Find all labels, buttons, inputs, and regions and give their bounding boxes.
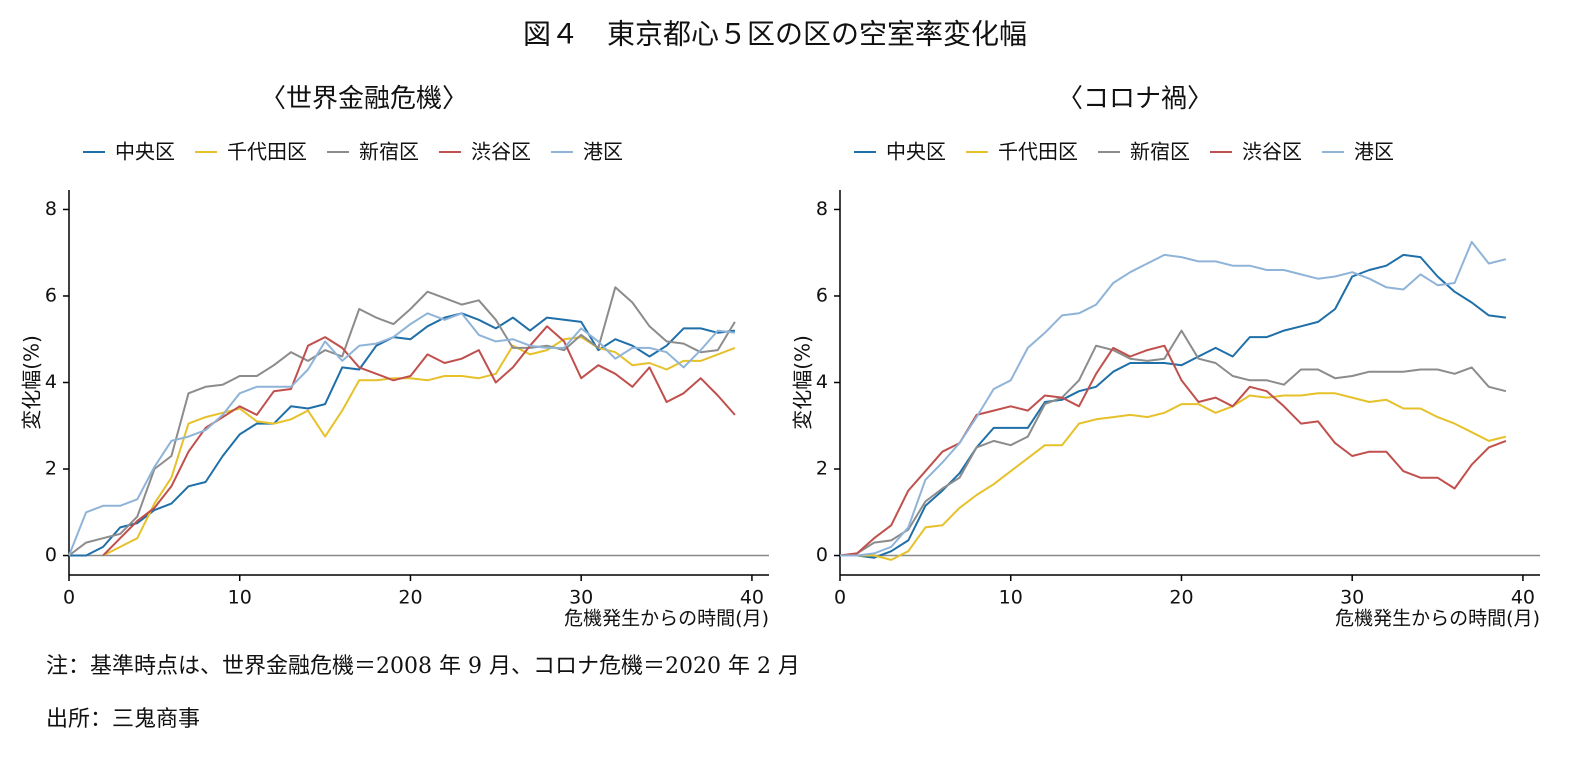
y-tick-label: 4 xyxy=(816,371,828,393)
series-line xyxy=(839,344,1507,557)
legend-label: 中央区 xyxy=(115,140,175,164)
x-tick-label: 30 xyxy=(1340,587,1364,609)
y-tick-label: 2 xyxy=(45,458,57,480)
legend-label: 渋谷区 xyxy=(1242,140,1302,164)
y-tick-label: 6 xyxy=(816,284,828,306)
y-tick-label: 0 xyxy=(816,544,828,566)
y-tick-label: 8 xyxy=(45,198,57,220)
y-tick-label: 0 xyxy=(45,544,57,566)
legend-label: 新宿区 xyxy=(359,140,419,164)
series-line xyxy=(102,325,736,557)
series-line xyxy=(68,286,736,557)
chart-title: 〈コロナ禍〉 xyxy=(1057,84,1213,114)
x-tick-label: 0 xyxy=(63,587,75,609)
legend-label: 中央区 xyxy=(886,140,946,164)
figure-title: 図４ 東京都心５区の区の空室率変化幅 xyxy=(523,18,1027,51)
x-tick-label: 0 xyxy=(834,587,846,609)
legend-label: 千代田区 xyxy=(227,140,307,164)
legend-label: 新宿区 xyxy=(1130,140,1190,164)
x-tick-label: 40 xyxy=(1511,587,1535,609)
legend-label: 千代田区 xyxy=(998,140,1078,164)
y-tick-label: 6 xyxy=(45,284,57,306)
legend-label: 港区 xyxy=(1354,140,1394,164)
y-tick-label: 4 xyxy=(45,371,57,393)
series-line xyxy=(68,312,736,556)
series-line xyxy=(69,312,736,557)
legend-label: 港区 xyxy=(583,140,623,164)
x-tick-label: 40 xyxy=(740,587,764,609)
note: 注：基準時点は、世界金融危機＝2008 年 9 月、コロナ危機＝2020 年 2… xyxy=(46,654,800,679)
legend-label: 渋谷区 xyxy=(471,140,531,164)
x-tick-label: 20 xyxy=(1169,587,1193,609)
y-axis-label: 変化幅(%) xyxy=(20,335,44,430)
chart-title: 〈世界金融危機〉 xyxy=(260,84,468,114)
series-line xyxy=(840,240,1507,557)
x-tick-label: 10 xyxy=(999,587,1023,609)
chart: 〈コロナ禍〉中央区 千代田区 新宿区 渋谷区 港区 0 2 4 6 8 0 10 20 30 40危機発生か… xyxy=(791,84,1540,630)
y-axis-label: 変化幅(%) xyxy=(791,335,815,430)
x-tick-label: 20 xyxy=(398,587,422,609)
x-axis-label: 危機発生からの時間(月) xyxy=(564,608,769,630)
chart: 〈世界金融危機〉中央区 千代田区 新宿区 渋谷区 港区 0 2 4 6 8 0 10 20 30 40危機発… xyxy=(20,84,769,630)
x-axis-label: 危機発生からの時間(月) xyxy=(1335,608,1540,630)
x-tick-label: 30 xyxy=(569,587,593,609)
series-line xyxy=(102,336,736,557)
series-line xyxy=(839,329,1507,557)
y-tick-label: 2 xyxy=(816,458,828,480)
y-tick-label: 8 xyxy=(816,198,828,220)
series-line xyxy=(840,253,1507,559)
x-tick-label: 10 xyxy=(228,587,252,609)
series-line xyxy=(840,392,1507,561)
source: 出所：三鬼商事 xyxy=(46,707,200,732)
